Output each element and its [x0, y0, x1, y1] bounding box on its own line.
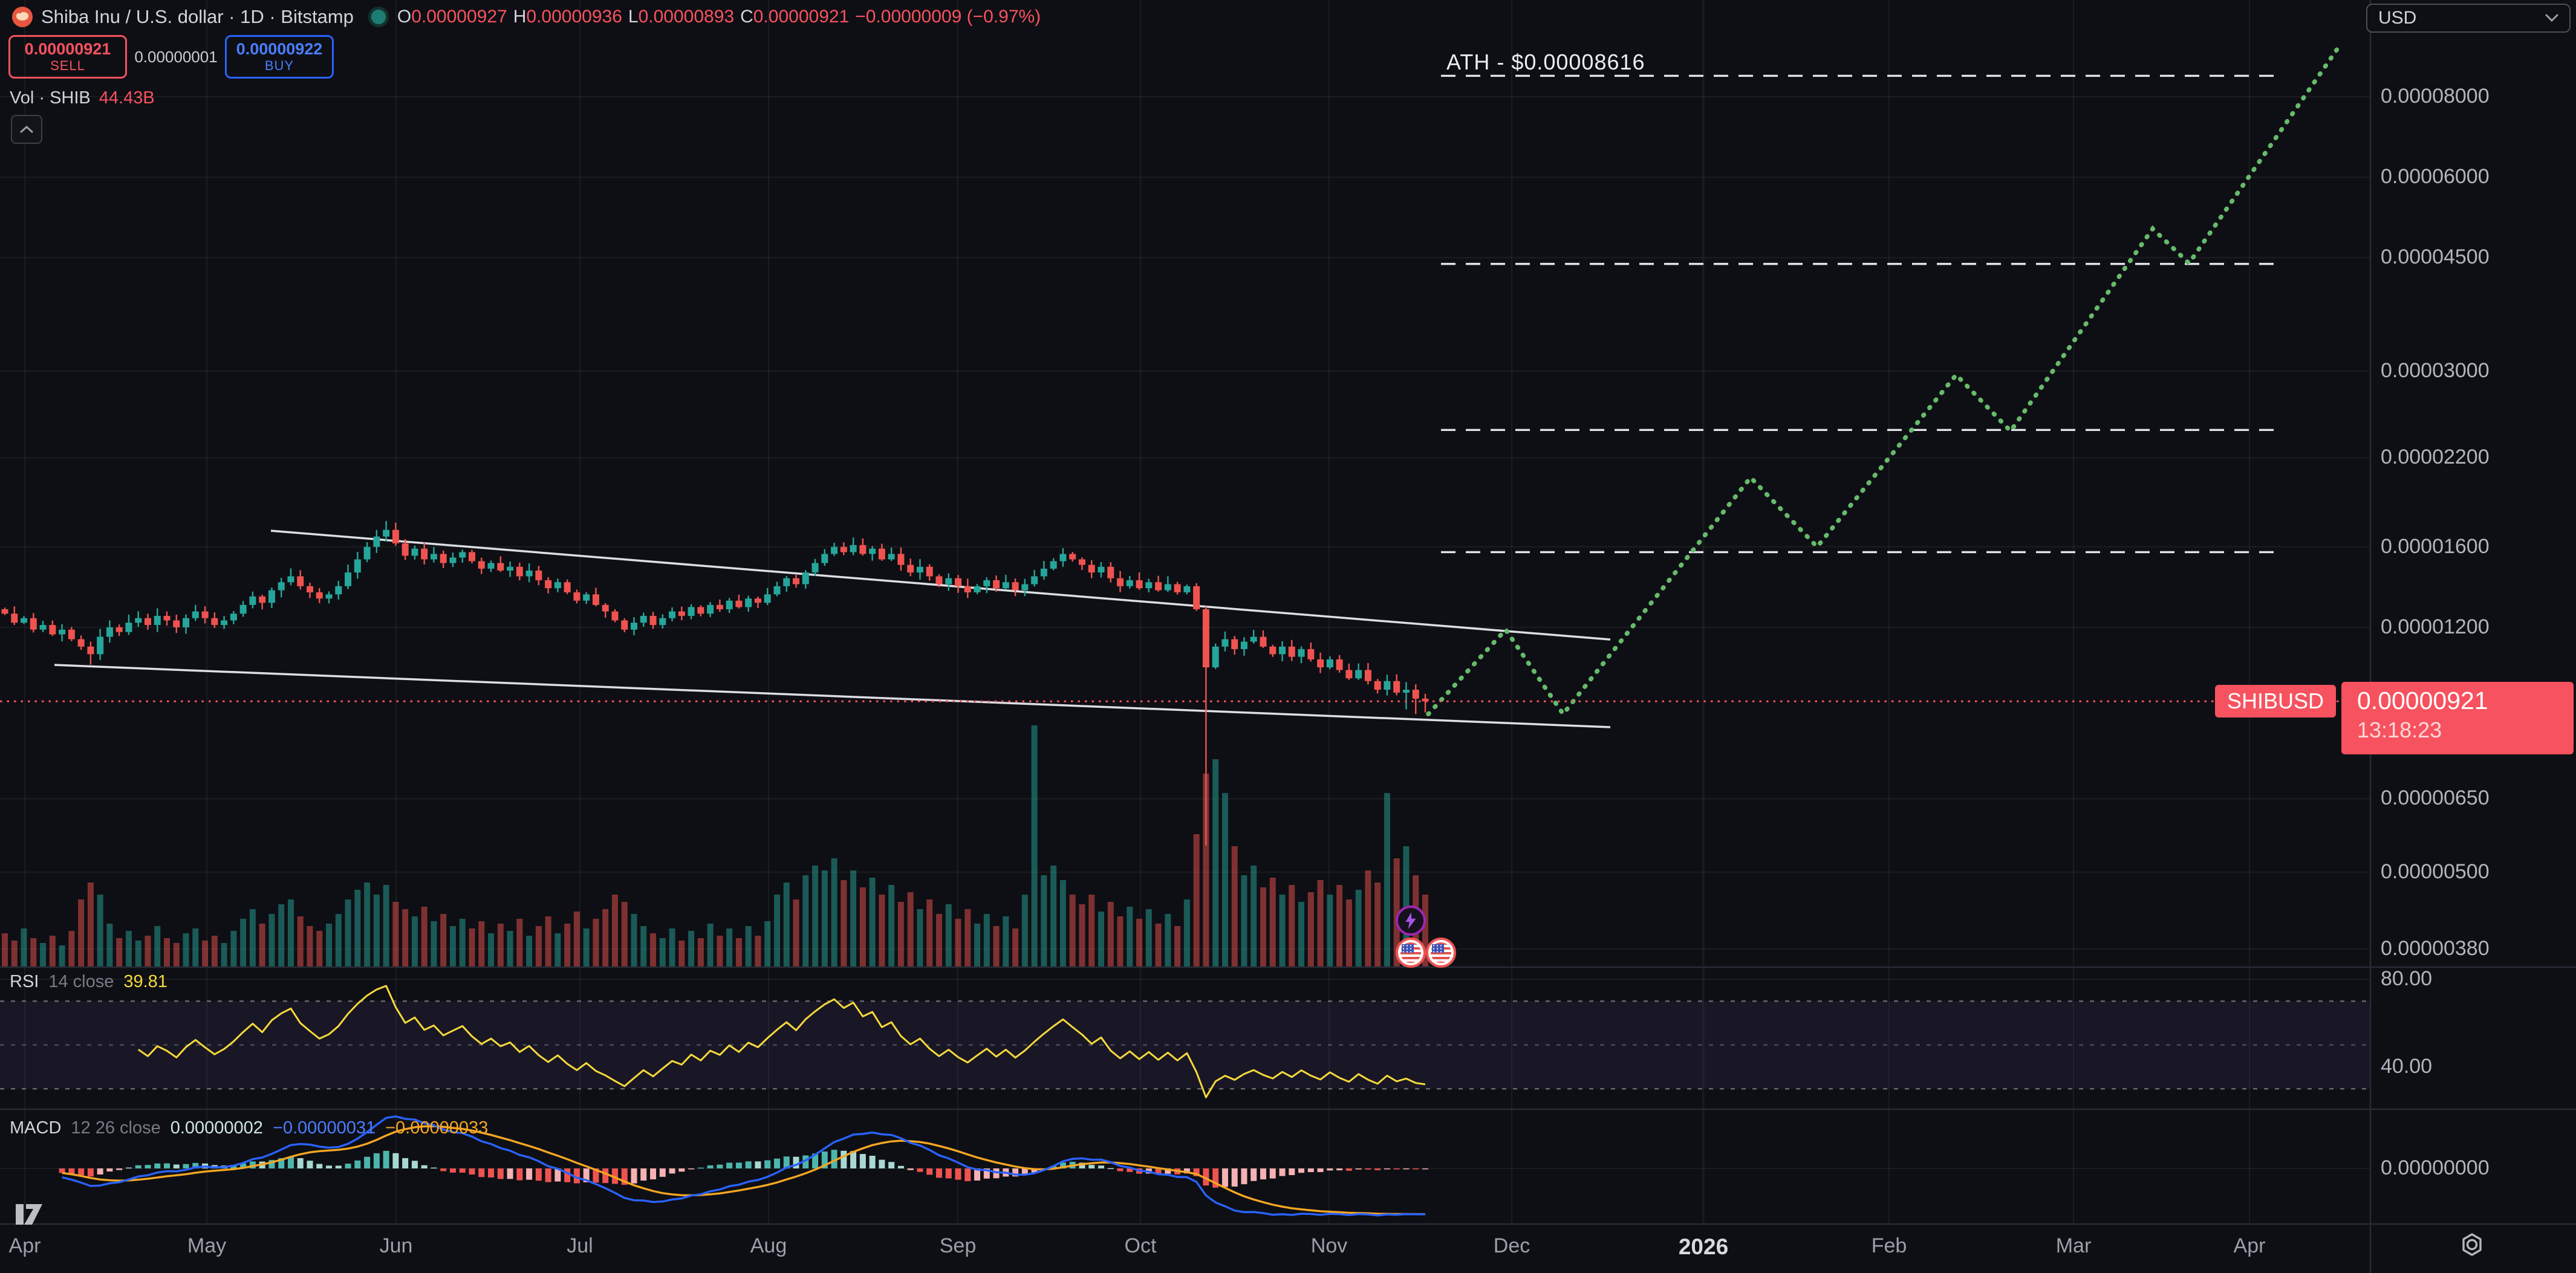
rsi-value: 39.81 — [123, 972, 168, 991]
chevron-up-icon — [19, 125, 34, 134]
time-axis-label[interactable]: Jul — [567, 1234, 593, 1257]
price-axis-label: 0.00002200 — [2381, 445, 2490, 469]
macd-hist-value: 0.00000002 — [170, 1118, 263, 1138]
symbol-title[interactable]: Shiba Inu / U.S. dollar · 1D · Bitstamp — [41, 6, 354, 27]
buy-button[interactable]: 0.00000922 BUY — [225, 35, 334, 79]
time-axis-label[interactable]: Aug — [750, 1234, 787, 1257]
current-price-label[interactable]: 0.00000921 13:18:23 — [2341, 682, 2574, 754]
ohlc-values: O0.00000927 H0.00000936 L0.00000893 C0.0… — [397, 7, 1041, 27]
spread-value: 0.00000001 — [134, 47, 218, 66]
price-axis-label: 0.00001200 — [2381, 615, 2490, 638]
time-axis-label[interactable]: Nov — [1310, 1234, 1348, 1257]
volume-legend[interactable]: Vol · SHIB 44.43B — [10, 88, 155, 108]
chevron-down-icon — [2545, 14, 2558, 22]
price-axis-label: 80.00 — [2381, 967, 2433, 990]
macd-signal-value: −0.00000033 — [385, 1118, 489, 1138]
price-axis-label: 40.00 — [2381, 1055, 2433, 1078]
symbol-price-tag[interactable]: SHIBUSD — [2215, 685, 2337, 717]
lightning-event-icon[interactable] — [1396, 905, 1426, 936]
time-axis-label[interactable]: May — [187, 1234, 227, 1257]
us-economic-event-icon[interactable] — [1426, 938, 1456, 968]
macd-line-value: −0.00000031 — [272, 1118, 376, 1138]
time-axis-label[interactable]: Jun — [379, 1234, 413, 1257]
volume-value: 44.43B — [99, 88, 155, 108]
symbol-legend[interactable]: Shiba Inu / U.S. dollar · 1D · Bitstamp … — [12, 6, 1041, 28]
price-axis-label: 0.00008000 — [2381, 85, 2490, 108]
price-axis-label: 0.00003000 — [2381, 358, 2490, 382]
price-axis-label: 0.00000380 — [2381, 936, 2490, 960]
current-price-value: 0.00000921 — [2357, 687, 2488, 714]
price-axis-label: 0.00000650 — [2381, 786, 2490, 810]
price-axis-label: 0.00001600 — [2381, 534, 2490, 558]
time-axis-label[interactable]: Apr — [2233, 1234, 2266, 1257]
price-axis-label: 0.00006000 — [2381, 165, 2490, 189]
us-economic-event-icon[interactable] — [1396, 938, 1426, 968]
time-axis-label[interactable]: Oct — [1124, 1234, 1157, 1257]
time-axis-label[interactable]: Dec — [1493, 1234, 1530, 1257]
tradingview-logo[interactable] — [16, 1203, 53, 1227]
collapse-legend-button[interactable] — [11, 115, 42, 144]
market-status-icon[interactable] — [368, 7, 389, 27]
flag-canton — [1432, 944, 1444, 953]
time-axis-label[interactable]: Mar — [2055, 1234, 2092, 1257]
trade-buttons: 0.00000921 SELL 0.00000001 0.00000922 BU… — [8, 35, 334, 79]
time-axis-label[interactable]: Apr — [8, 1234, 41, 1257]
flag-canton — [1402, 944, 1414, 953]
currency-dropdown[interactable]: USD — [2366, 4, 2571, 33]
change-value: −0.00000009 (−0.97%) — [855, 7, 1041, 27]
bar-countdown: 13:18:23 — [2357, 717, 2442, 742]
price-axis-label: 0.00000000 — [2381, 1156, 2490, 1179]
rsi-legend[interactable]: RSI 14 close 39.81 — [10, 972, 168, 991]
price-axis-label: 0.00004500 — [2381, 245, 2490, 269]
time-axis-label[interactable]: 2026 — [1678, 1234, 1729, 1259]
bolt-icon — [1405, 912, 1416, 929]
time-axis-label[interactable]: Feb — [1871, 1234, 1907, 1257]
time-axis-label[interactable]: Sep — [939, 1234, 977, 1257]
shiba-inu-logo-icon — [12, 7, 33, 27]
ath-annotation[interactable]: ATH - $0.00008616 — [1446, 50, 1645, 74]
price-axis-label: 0.00000500 — [2381, 860, 2490, 883]
sell-button[interactable]: 0.00000921 SELL — [8, 35, 127, 79]
macd-legend[interactable]: MACD 12 26 close 0.00000002 −0.00000031 … — [10, 1118, 489, 1138]
settings-gear-icon[interactable] — [2459, 1232, 2485, 1258]
